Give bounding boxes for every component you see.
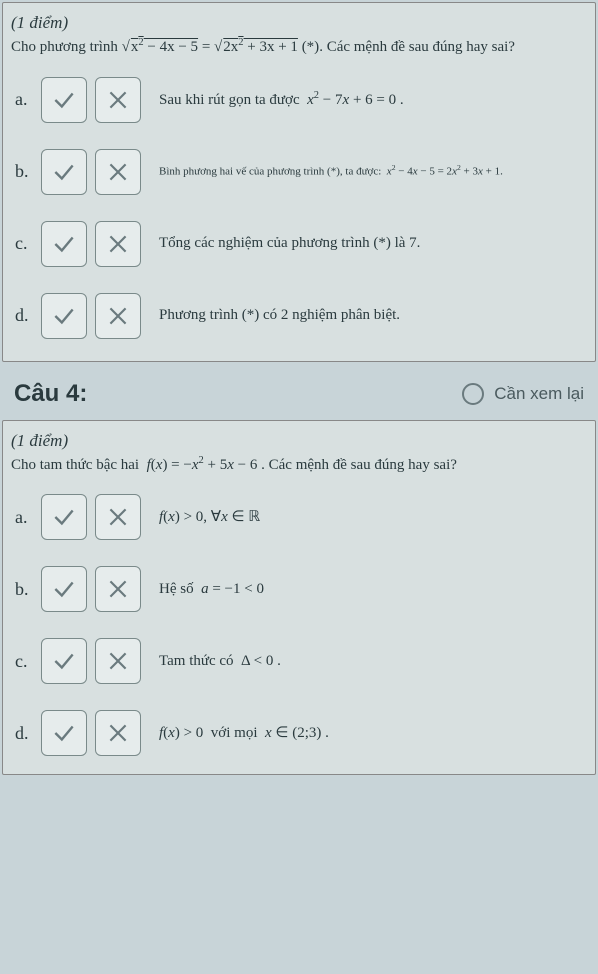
question-title: Câu 4: xyxy=(14,380,87,408)
false-button[interactable] xyxy=(95,638,141,684)
check-icon xyxy=(51,720,77,746)
cross-icon xyxy=(105,159,131,185)
true-button[interactable] xyxy=(41,293,87,339)
true-button[interactable] xyxy=(41,149,87,195)
false-button[interactable] xyxy=(95,293,141,339)
option-letter: b. xyxy=(15,579,41,600)
points-label: (1 điểm) xyxy=(11,13,587,33)
question-card-3: (1 điểm) Cho phương trình √x2 − 4x − 5 =… xyxy=(2,2,596,362)
false-button[interactable] xyxy=(95,710,141,756)
option-text: Sau khi rút gọn ta được x2 − 7x + 6 = 0 … xyxy=(149,89,587,111)
cross-icon xyxy=(105,720,131,746)
true-button[interactable] xyxy=(41,494,87,540)
option-letter: d. xyxy=(15,723,41,744)
option-text: f(x) > 0, ∀x ∈ ℝ xyxy=(149,507,587,528)
true-button[interactable] xyxy=(41,710,87,756)
false-button[interactable] xyxy=(95,494,141,540)
check-icon xyxy=(51,231,77,257)
option-letter: c. xyxy=(15,651,41,672)
question-card-4: (1 điểm) Cho tam thức bậc hai f(x) = −x2… xyxy=(2,420,596,776)
points-label: (1 điểm) xyxy=(11,431,587,451)
option-text: Tam thức có Δ < 0 . xyxy=(149,651,587,672)
option-letter: d. xyxy=(15,305,41,326)
check-icon xyxy=(51,303,77,329)
circle-icon xyxy=(462,383,484,405)
review-toggle[interactable]: Cần xem lại xyxy=(462,383,584,405)
cross-icon xyxy=(105,576,131,602)
option-letter: b. xyxy=(15,161,41,182)
check-icon xyxy=(51,648,77,674)
check-icon xyxy=(51,87,77,113)
option-row: b. Hệ số a = −1 < 0 xyxy=(11,566,587,612)
check-icon xyxy=(51,159,77,185)
check-icon xyxy=(51,576,77,602)
option-row: c. Tam thức có Δ < 0 . xyxy=(11,638,587,684)
false-button[interactable] xyxy=(95,566,141,612)
option-text: f(x) > 0 với mọi x ∈ (2;3) . xyxy=(149,723,587,744)
question-stem: Cho phương trình √x2 − 4x − 5 = √2x2 + 3… xyxy=(11,35,587,59)
option-row: b. Bình phương hai vế của phương trình (… xyxy=(11,149,587,195)
review-label: Cần xem lại xyxy=(494,384,584,404)
cross-icon xyxy=(105,231,131,257)
cross-icon xyxy=(105,303,131,329)
option-text: Phương trình (*) có 2 nghiệm phân biệt. xyxy=(149,305,587,326)
question-header: Câu 4: Cần xem lại xyxy=(0,366,598,418)
option-row: a. f(x) > 0, ∀x ∈ ℝ xyxy=(11,494,587,540)
question-stem: Cho tam thức bậc hai f(x) = −x2 + 5x − 6… xyxy=(11,453,587,477)
option-letter: a. xyxy=(15,507,41,528)
option-row: c. Tổng các nghiệm của phương trình (*) … xyxy=(11,221,587,267)
option-row: d. f(x) > 0 với mọi x ∈ (2;3) . xyxy=(11,710,587,756)
option-text: Hệ số a = −1 < 0 xyxy=(149,579,587,600)
true-button[interactable] xyxy=(41,566,87,612)
true-button[interactable] xyxy=(41,638,87,684)
option-text: Tổng các nghiệm của phương trình (*) là … xyxy=(149,233,587,254)
true-button[interactable] xyxy=(41,221,87,267)
option-row: d. Phương trình (*) có 2 nghiệm phân biệ… xyxy=(11,293,587,339)
false-button[interactable] xyxy=(95,221,141,267)
option-letter: a. xyxy=(15,89,41,110)
false-button[interactable] xyxy=(95,149,141,195)
option-row: a. Sau khi rút gọn ta được x2 − 7x + 6 =… xyxy=(11,77,587,123)
cross-icon xyxy=(105,504,131,530)
false-button[interactable] xyxy=(95,77,141,123)
cross-icon xyxy=(105,87,131,113)
cross-icon xyxy=(105,648,131,674)
option-text: Bình phương hai vế của phương trình (*),… xyxy=(149,163,587,180)
check-icon xyxy=(51,504,77,530)
option-letter: c. xyxy=(15,233,41,254)
true-button[interactable] xyxy=(41,77,87,123)
